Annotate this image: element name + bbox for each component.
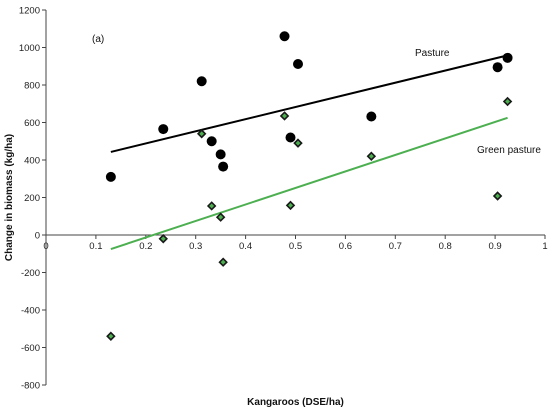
axes: -800 -600 -400 -200 0 200 400 600 800 1000 1200 0 0.… [4, 6, 548, 409]
pasture-point [279, 31, 290, 42]
pasture-point [196, 76, 207, 87]
green-pasture-point [293, 138, 303, 148]
pasture-point [215, 149, 226, 160]
green-pasture-point [215, 212, 226, 222]
pasture-point [218, 161, 229, 172]
pasture-point [206, 136, 217, 147]
x-tick-label: 0.7 [389, 241, 402, 252]
x-tick-label: 0.4 [239, 241, 252, 252]
panel-label: (a) [92, 34, 104, 45]
pasture-point [492, 62, 503, 73]
x-tick-label: 0 [43, 241, 48, 252]
y-tick-label: 800 [24, 81, 40, 92]
x-tick-label: 0.5 [289, 241, 302, 252]
green-pasture-point [196, 129, 207, 139]
y-tick-label: 200 [24, 193, 40, 204]
y-tick-label: 1200 [19, 6, 40, 17]
y-axis-title: Change in biomass (kg/ha) [4, 134, 15, 261]
pasture-point [158, 124, 169, 135]
green-pasture-point [366, 151, 377, 161]
green-pasture-point [106, 331, 116, 341]
x-tick-label: 0.1 [89, 241, 102, 252]
x-tick-label: 1 [542, 241, 547, 252]
y-tick-label: -400 [21, 306, 40, 317]
trend-lines [110, 54, 508, 251]
green-pasture-point [279, 111, 290, 121]
x-axis-title: Kangaroos (DSE/ha) [247, 397, 344, 408]
data-points [105, 31, 513, 341]
series-label-green-pasture: Green pasture [477, 145, 541, 156]
trend-line-pasture [110, 54, 508, 153]
green-pasture-point [502, 96, 513, 107]
pasture-point [105, 171, 116, 182]
y-tick-label: 0 [35, 231, 40, 242]
x-tick-label: 0.3 [189, 241, 202, 252]
y-tick-label: 1000 [19, 43, 40, 54]
series-label-pasture: Pasture [415, 48, 450, 59]
green-pasture-point [206, 201, 217, 211]
green-pasture-point [218, 257, 228, 267]
trend-line-green-pasture [110, 116, 508, 251]
x-tick-label: 0.6 [339, 241, 352, 252]
y-tick-label: -600 [21, 343, 40, 354]
y-tick-label: 400 [24, 156, 40, 167]
pasture-point [292, 59, 303, 69]
y-tick-label: -800 [21, 381, 40, 392]
green-pasture-point [492, 191, 503, 201]
labels: (a) Pasture Green pasture [92, 34, 541, 156]
pasture-point [502, 52, 513, 63]
x-tick-label: 0.9 [488, 241, 501, 252]
green-pasture-point [158, 234, 168, 244]
y-tick-label: 600 [24, 118, 40, 129]
green-pasture-point [285, 200, 296, 211]
x-tick-label: 0.2 [139, 241, 152, 252]
pasture-point [285, 132, 296, 143]
pasture-point [366, 111, 377, 122]
x-tick-label: 0.8 [439, 241, 452, 252]
y-tick-label: -200 [21, 268, 40, 279]
